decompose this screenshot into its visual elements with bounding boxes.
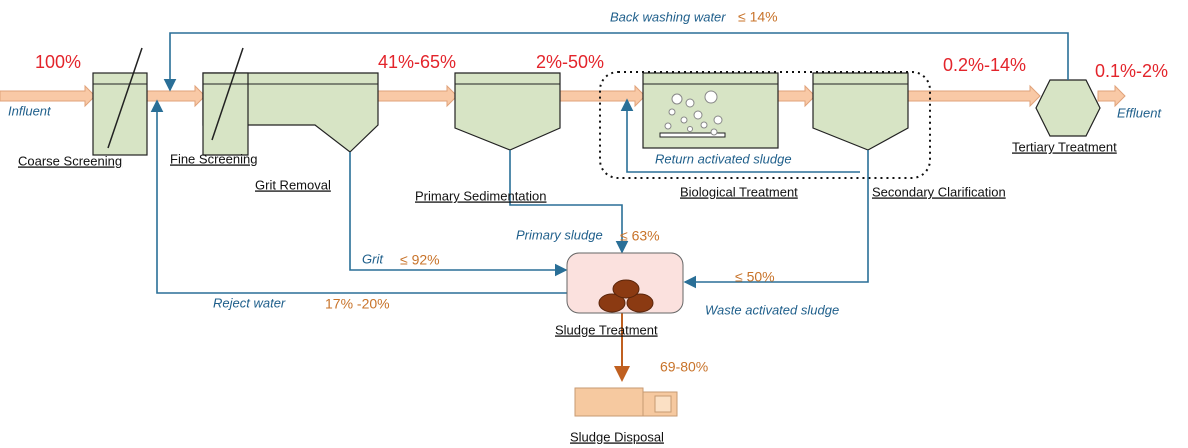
main-pipe: [0, 86, 1125, 106]
stream-share: ≤ 14%: [738, 9, 778, 25]
stream-label: Grit: [362, 251, 384, 266]
stage-label: Sludge Treatment: [555, 322, 658, 337]
stream-share: 69-80%: [660, 359, 708, 375]
share: 2%-50%: [536, 52, 604, 72]
stage-label: Primary Sedimentation: [415, 188, 547, 203]
sludge-unit: [567, 253, 683, 313]
influent: Influent: [8, 103, 52, 118]
stream-label: Primary sludge: [516, 227, 603, 242]
share: 0.2%-14%: [943, 55, 1026, 75]
stage-label: Fine Screening: [170, 151, 257, 166]
stream-label: Back washing water: [610, 9, 726, 24]
effluent: Effluent: [1117, 105, 1162, 120]
stage-label: Coarse Screening: [18, 153, 122, 168]
stage-label: Grit Removal: [255, 177, 331, 192]
share: 100%: [35, 52, 81, 72]
stream-share: ≤ 63%: [620, 228, 660, 244]
truck: [575, 388, 677, 416]
stream-label: Return activated sludge: [655, 151, 792, 166]
stream-share: ≤ 92%: [400, 252, 440, 268]
share: 0.1%-2%: [1095, 61, 1168, 81]
stage-label: Sludge Disposal: [570, 429, 664, 444]
stage-label: Biological Treatment: [680, 184, 798, 199]
stream-share: 17% -20%: [325, 296, 390, 312]
stage-label: Tertiary Treatment: [1012, 139, 1117, 154]
stream-label: Reject water: [213, 295, 286, 310]
stage-label: Secondary Clarification: [872, 184, 1006, 199]
diagram: 100% 41%-65% 2%-50% 0.2%-14% 0.1%-2% Inf…: [0, 0, 1188, 448]
stream-share: ≤ 50%: [735, 269, 775, 285]
stream-label: Waste activated sludge: [705, 302, 839, 317]
share: 41%-65%: [378, 52, 456, 72]
